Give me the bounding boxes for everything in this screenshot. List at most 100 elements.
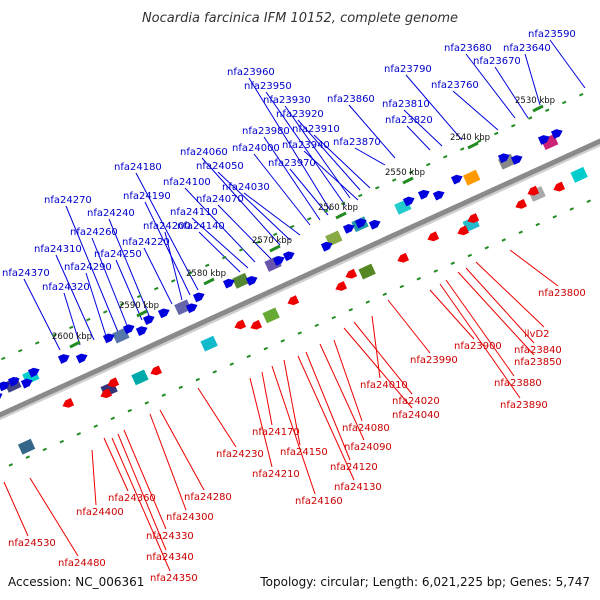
gene-label: nfa23920 — [276, 109, 324, 120]
leader-line — [283, 359, 301, 446]
gene-shape — [62, 397, 75, 408]
leader-line — [457, 271, 535, 356]
forward-gene-arrow — [342, 224, 355, 234]
gene-label: nfa24320 — [42, 282, 90, 293]
gene-label: nfa23850 — [514, 357, 562, 368]
gene-label: nfa24180 — [114, 162, 162, 173]
gene-shape — [457, 225, 470, 236]
scale-ticks — [1, 92, 591, 467]
genome-backbone — [0, 138, 600, 421]
leader-line — [123, 429, 167, 530]
leader-line — [253, 153, 311, 226]
gene-shape — [122, 324, 135, 335]
gene-shape — [135, 326, 148, 336]
label-leader-lines — [3, 39, 586, 572]
scale-tick — [280, 339, 285, 343]
major-tick — [467, 141, 479, 150]
gene-shape — [427, 231, 440, 242]
scale-tick — [545, 108, 550, 112]
leader-line — [159, 409, 205, 491]
forward-gene-arrow — [497, 153, 510, 164]
feature-box — [262, 307, 280, 324]
gene-shape — [185, 303, 198, 314]
map-title: Nocardia farcinica IFM 10152, complete g… — [142, 11, 458, 26]
gene-shape — [537, 135, 550, 145]
gene-label: nfa23980 — [242, 126, 290, 137]
feature-rect — [232, 272, 250, 289]
scale-tick — [239, 248, 244, 252]
scale-tick — [586, 199, 591, 203]
gene-shape — [342, 224, 355, 234]
forward-gene-arrow — [402, 196, 415, 207]
forward-gene-arrow — [354, 218, 367, 229]
gene-shape — [397, 252, 410, 263]
scale-tick — [518, 230, 523, 234]
gene-shape — [150, 365, 163, 376]
feature-box — [358, 263, 376, 280]
gene-label: nfa24090 — [344, 442, 392, 453]
leader-line — [403, 109, 443, 147]
reverse-gene-arrow — [250, 319, 263, 330]
gene-shape — [100, 388, 113, 399]
leader-line — [297, 355, 355, 481]
feature-rect — [131, 369, 149, 386]
gene-label: nfa24040 — [392, 410, 440, 421]
leader-line — [465, 53, 516, 119]
scale-tick — [205, 263, 210, 268]
gene-label: nfa24480 — [58, 558, 106, 569]
leader-line — [143, 247, 173, 305]
gene-shape — [245, 276, 258, 286]
feature-box — [200, 335, 218, 352]
leader-line — [354, 147, 386, 166]
gene-label: nfa24080 — [342, 423, 390, 434]
scale-tick — [443, 155, 448, 159]
scale-tick — [511, 124, 516, 128]
scale-tick — [365, 300, 370, 304]
gene-label: nfa24110 — [170, 207, 218, 218]
gene-shape — [192, 292, 205, 303]
leader-line — [91, 449, 97, 506]
gene-shape — [287, 295, 300, 306]
scale-tick — [42, 447, 47, 452]
scale-tick — [562, 100, 567, 105]
gene-label: nfa24530 — [8, 538, 56, 549]
gene-shape — [57, 354, 70, 364]
forward-gene-arrow — [450, 174, 463, 185]
gene-shape — [142, 315, 155, 326]
gene-label: nfa23990 — [410, 355, 458, 366]
gene-label: nfa24290 — [64, 262, 112, 273]
scale-tick — [426, 162, 431, 167]
gene-label: nfa23860 — [327, 94, 375, 105]
forward-gene-arrow — [510, 155, 523, 165]
scale-tick — [375, 186, 380, 190]
major-tick — [269, 244, 281, 253]
gene-label: nfa24250 — [94, 249, 142, 260]
forward-gene-arrow — [192, 292, 205, 303]
leader-line — [353, 321, 413, 395]
scale-tick — [297, 331, 302, 335]
leader-line — [249, 377, 273, 468]
leader-line — [494, 66, 529, 119]
scale-tick — [25, 455, 30, 459]
gene-label: nfa23590 — [528, 29, 576, 40]
leader-line — [135, 172, 199, 291]
scale-tick — [494, 131, 499, 136]
gene-shape — [7, 376, 20, 387]
gene-shape — [368, 219, 381, 230]
scale-tick — [59, 439, 64, 444]
gene-label: nfa24060 — [180, 147, 228, 158]
scale-tick — [246, 354, 251, 359]
scale-tick — [178, 385, 183, 390]
scale-tick — [229, 362, 234, 366]
leader-line — [91, 237, 129, 329]
leader-line — [103, 437, 129, 492]
leader-line — [117, 433, 167, 551]
gene-label: nfa23790 — [384, 64, 432, 75]
gene-label: nfa24010 — [360, 380, 408, 391]
forward-gene-arrow — [417, 189, 430, 200]
gene-label: nfa24150 — [280, 447, 328, 458]
gene-label: nfa24140 — [177, 221, 225, 232]
scale-tick — [8, 463, 13, 467]
gene-shape — [75, 353, 88, 364]
kbp-label: 2570 kbp — [252, 236, 292, 246]
